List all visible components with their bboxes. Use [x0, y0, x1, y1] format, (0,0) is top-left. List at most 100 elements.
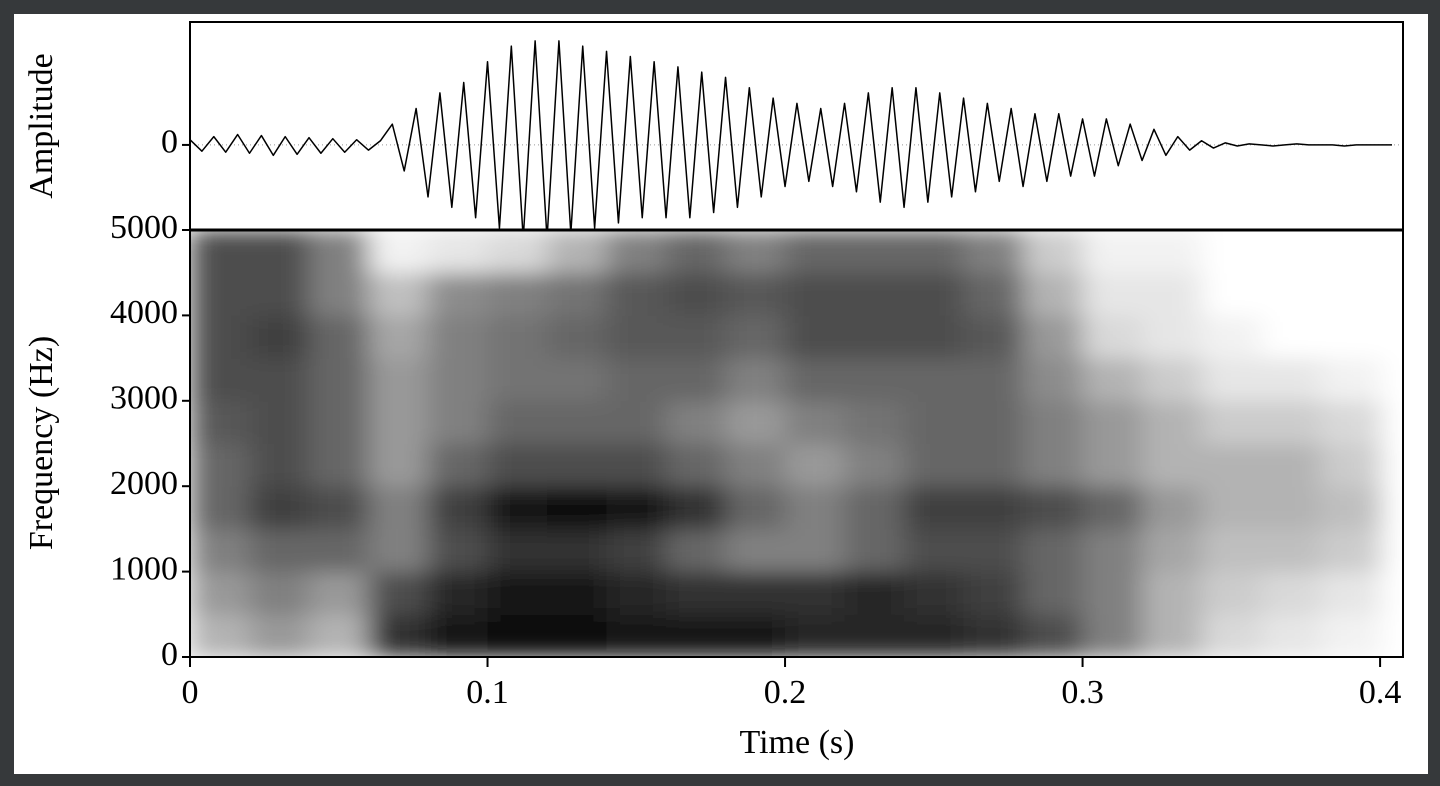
spectrogram-cell: [309, 315, 370, 359]
spectrogram-cell: [1082, 614, 1143, 657]
spectrogram-cell: [844, 486, 905, 530]
spectrogram-cell: [1082, 486, 1143, 530]
spectrogram-cell: [1261, 315, 1322, 359]
spectrogram-cell: [249, 358, 310, 402]
spectrogram-cell: [785, 272, 846, 316]
spectrogram-cell: [428, 400, 489, 444]
spectrogram-cell: [249, 528, 310, 573]
y-tick-label: 0: [161, 636, 178, 673]
spectrogram-cell: [844, 443, 905, 487]
waveform-line: [190, 40, 1392, 230]
spectrogram-cell: [547, 443, 608, 487]
spectrogram-cell: [487, 571, 548, 615]
spectrogram-cell: [904, 400, 965, 444]
spectrogram-cell: [547, 272, 608, 316]
spectrogram-cell: [487, 315, 548, 359]
spectrogram-cell: [1201, 614, 1262, 657]
spectrogram-cell: [1261, 614, 1322, 657]
spectrogram-cell: [725, 528, 786, 573]
spectrogram-cell: [368, 443, 429, 487]
spectrogram-cell: [547, 571, 608, 615]
y-tick-label: 2000: [110, 465, 178, 502]
spectrogram-cell: [725, 443, 786, 487]
spectrogram-cell: [190, 443, 251, 487]
spectrogram-cell: [904, 230, 965, 274]
spectrogram-cell: [606, 571, 667, 615]
spectrogram-cell: [1201, 443, 1262, 487]
spectrogram-cell: [666, 528, 727, 573]
spectrogram-cell: [547, 528, 608, 573]
spectrogram-cell: [606, 486, 667, 530]
spectrogram-cell: [725, 230, 786, 274]
spectrogram-cell: [666, 571, 727, 615]
spectrogram-cell: [725, 486, 786, 530]
spectrogram-cell: [1320, 400, 1381, 444]
spectrogram-cell: [1201, 230, 1262, 274]
spectrogram-cell: [666, 272, 727, 316]
spectrogram-cell: [249, 272, 310, 316]
spectrogram-cell: [1261, 443, 1322, 487]
waveform: [190, 40, 1403, 230]
spectrogram-cell: [666, 486, 727, 530]
spectrogram-cell: [1261, 400, 1322, 444]
spectrogram-cell: [904, 571, 965, 615]
spectrogram-cell: [1142, 443, 1203, 487]
y-tick-label: 0: [161, 124, 178, 161]
y-axis-label: Frequency (Hz): [23, 336, 60, 550]
spectrogram-cell: [368, 528, 429, 573]
spectrogram-cell: [666, 400, 727, 444]
spectrogram-cell: [309, 230, 370, 274]
spectrogram-cell: [428, 571, 489, 615]
spectrogram-cell: [725, 358, 786, 402]
spectrogram-cell: [487, 443, 548, 487]
spectrogram-cell: [309, 443, 370, 487]
spectrogram-cell: [1023, 400, 1084, 444]
spectrogram-cell: [844, 571, 905, 615]
spectrogram-cell: [1201, 571, 1262, 615]
spectrogram-cell: [1320, 358, 1381, 402]
spectrogram-cell: [904, 315, 965, 359]
spectrogram-cell: [963, 400, 1024, 444]
spectrogram-cell: [785, 528, 846, 573]
spectrogram-cell: [1023, 614, 1084, 657]
spectrogram-cell: [904, 486, 965, 530]
spectrogram-cell: [844, 272, 905, 316]
spectrogram-cell: [844, 400, 905, 444]
spectrogram-cell: [785, 400, 846, 444]
spectrogram-cell: [190, 528, 251, 573]
spectrogram-cell: [1023, 315, 1084, 359]
spectrogram-cell: [428, 315, 489, 359]
spectrogram-cell: [666, 614, 727, 657]
spectrogram-cell: [547, 486, 608, 530]
spectrogram-cell: [1320, 486, 1381, 530]
spectrogram-cell: [309, 272, 370, 316]
spectrogram-cell: [1320, 614, 1381, 657]
spectrogram-cell: [606, 528, 667, 573]
spectrogram-cell: [1142, 272, 1203, 316]
spectrogram-cell: [1023, 230, 1084, 274]
spectrogram-cell: [1082, 400, 1143, 444]
spectrogram-cell: [725, 272, 786, 316]
y-tick-label: 4000: [110, 294, 178, 331]
spectrogram-cell: [487, 272, 548, 316]
spectrogram-cell: [428, 528, 489, 573]
spectrogram-cell: [1023, 272, 1084, 316]
spectrogram-cell: [785, 571, 846, 615]
spectrogram-cell: [487, 400, 548, 444]
spectrogram-cell: [190, 358, 251, 402]
spectrogram-cell: [1201, 400, 1262, 444]
spectrogram-cell: [190, 571, 251, 615]
spectrogram-cell: [309, 614, 370, 657]
spectrogram-cell: [666, 443, 727, 487]
spectrogram-cell: [606, 358, 667, 402]
spectrogram-cell: [428, 486, 489, 530]
spectrogram-cell: [368, 486, 429, 530]
spectrogram-cell: [844, 358, 905, 402]
spectrogram-cell: [666, 230, 727, 274]
spectrogram-cell: [963, 614, 1024, 657]
spectrogram-cell: [1082, 272, 1143, 316]
spectrogram-cell: [606, 614, 667, 657]
spectrogram-cell: [487, 358, 548, 402]
spectrogram-cell: [249, 400, 310, 444]
